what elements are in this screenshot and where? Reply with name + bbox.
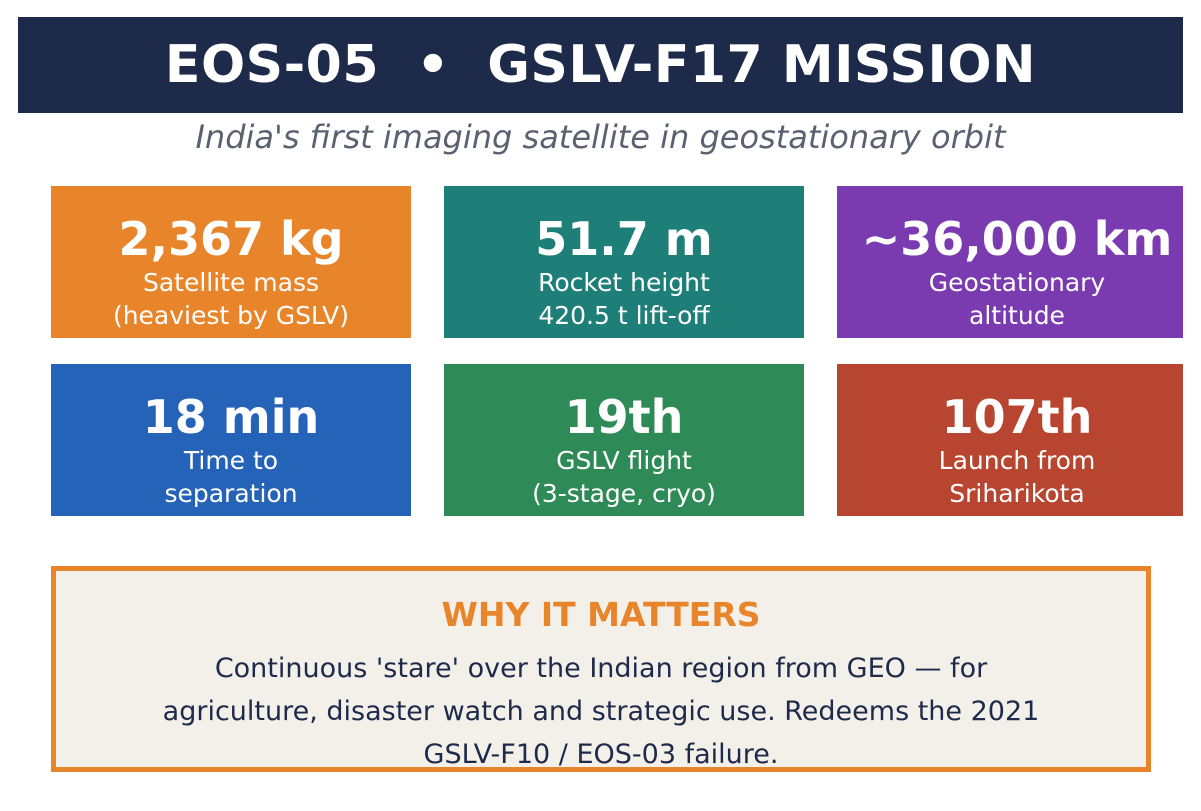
why-it-matters-panel: WHY IT MATTERS Continuous 'stare' over t…	[51, 566, 1151, 772]
stat-card-altitude: ~36,000 km Geostationary altitude	[837, 186, 1183, 338]
stat-value: ~36,000 km	[861, 212, 1173, 266]
stat-label: GSLV flight (3-stage, cryo)	[532, 446, 716, 508]
stat-label: Rocket height 420.5 t lift-off	[538, 268, 710, 330]
stat-card-launch-count: 107th Launch from Sriharikota	[837, 364, 1183, 516]
title-banner: EOS-05 • GSLV-F17 MISSION	[18, 17, 1183, 113]
stat-label: Satellite mass (heaviest by GSLV)	[112, 268, 350, 330]
stat-value: 51.7 m	[535, 212, 713, 266]
stat-value: 18 min	[142, 390, 320, 444]
stat-label: Geostationary altitude	[928, 268, 1106, 330]
stat-card-gslv-flight: 19th GSLV flight (3-stage, cryo)	[444, 364, 804, 516]
stat-card-satellite-mass: 2,367 kg Satellite mass (heaviest by GSL…	[51, 186, 411, 338]
why-body: Continuous 'stare' over the Indian regio…	[162, 653, 1040, 770]
stat-value: 107th	[941, 390, 1093, 444]
stat-card-rocket-height: 51.7 m Rocket height 420.5 t lift-off	[444, 186, 804, 338]
stat-label: Time to separation	[164, 446, 298, 508]
stat-label: Launch from Sriharikota	[938, 446, 1096, 508]
page-title: EOS-05 • GSLV-F17 MISSION	[164, 35, 1037, 95]
stat-value: 2,367 kg	[118, 212, 344, 266]
stat-value: 19th	[564, 390, 684, 444]
page-subtitle: India's first imaging satellite in geost…	[195, 118, 1006, 156]
stat-card-separation-time: 18 min Time to separation	[51, 364, 411, 516]
why-title: WHY IT MATTERS	[441, 595, 761, 634]
